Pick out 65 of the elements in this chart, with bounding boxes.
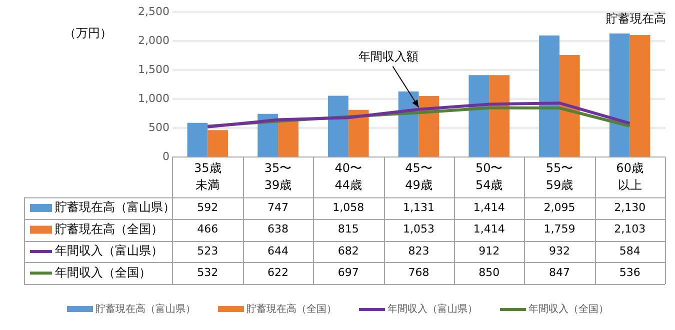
y-tick-label: 1,500 — [138, 62, 170, 76]
data-label: 2,130 — [614, 200, 646, 214]
data-label: 847 — [548, 266, 570, 280]
bar — [278, 120, 298, 157]
data-label: 644 — [268, 244, 289, 258]
bar — [559, 55, 580, 157]
y-tick-label: 1,000 — [138, 92, 170, 105]
x-tick-label: 50〜54歳 — [475, 160, 503, 192]
data-label: 697 — [338, 266, 359, 280]
data-label: 638 — [268, 222, 289, 236]
x-tick-label: 35〜39歳 — [264, 160, 292, 192]
bar — [609, 33, 630, 157]
bar — [489, 75, 510, 157]
data-label: 622 — [268, 266, 289, 280]
bar — [187, 122, 208, 157]
x-tick-label: 35歳未満 — [194, 160, 222, 192]
data-label: 1,759 — [544, 222, 576, 236]
text: 年間収入（富山県） — [388, 304, 478, 315]
bar — [348, 110, 369, 157]
data-label: 768 — [408, 266, 430, 280]
data-label: 850 — [478, 266, 500, 280]
x-tick-label: 45〜49歳 — [405, 160, 432, 192]
bar — [328, 96, 348, 157]
y-tick-label: 2,000 — [138, 34, 170, 47]
data-label: 466 — [197, 222, 218, 236]
legend-label: 貯蓄現在高（全国） — [55, 222, 163, 236]
bar — [630, 35, 650, 157]
data-label: 2,103 — [614, 222, 646, 236]
bar — [208, 130, 228, 157]
data-label: 1,414 — [473, 200, 505, 214]
bar — [468, 75, 490, 157]
data-label: 823 — [408, 244, 430, 258]
data-label: 592 — [197, 200, 218, 214]
data-label: 1,058 — [332, 200, 364, 214]
y-tick-label: 500 — [148, 121, 170, 134]
data-label: 1,414 — [473, 222, 505, 236]
data-label: 523 — [197, 244, 218, 258]
y-tick-label: 2,500 — [138, 4, 170, 18]
data-label: 1,053 — [402, 222, 434, 236]
x-tick-label: 40〜44歳 — [334, 160, 362, 192]
legend-label: 貯蓄現在高（富山県） — [55, 200, 175, 214]
y-tick-label: 0 — [162, 150, 170, 164]
data-label: 912 — [478, 244, 500, 258]
text: 貯蓄現在高（富山県） — [96, 304, 196, 315]
legend-label: 年間収入（富山県） — [55, 244, 163, 258]
annotation: 貯蓄現在高 — [606, 12, 666, 26]
bar — [258, 114, 278, 157]
data-label: 532 — [197, 266, 218, 280]
data-label: 932 — [548, 244, 570, 258]
data-label: 1,131 — [402, 200, 434, 214]
bar — [418, 96, 440, 157]
y-axis-title: （万円） — [64, 26, 112, 40]
bar — [539, 36, 560, 157]
text: 年間収入（全国） — [528, 304, 608, 315]
data-label: 747 — [268, 200, 289, 214]
data-label: 2,095 — [544, 200, 576, 214]
x-tick-label: 55〜59歳 — [546, 160, 574, 192]
data-label: 584 — [619, 244, 640, 258]
x-tick-label: 60歳以上 — [616, 160, 644, 192]
legend-label: 年間収入（全国） — [55, 265, 151, 280]
text: 貯蓄現在高（全国） — [246, 304, 336, 315]
data-label: 815 — [338, 222, 359, 236]
data-label: 536 — [619, 266, 640, 280]
annotation: 年間収入額 — [358, 50, 419, 64]
data-label: 682 — [338, 244, 359, 258]
